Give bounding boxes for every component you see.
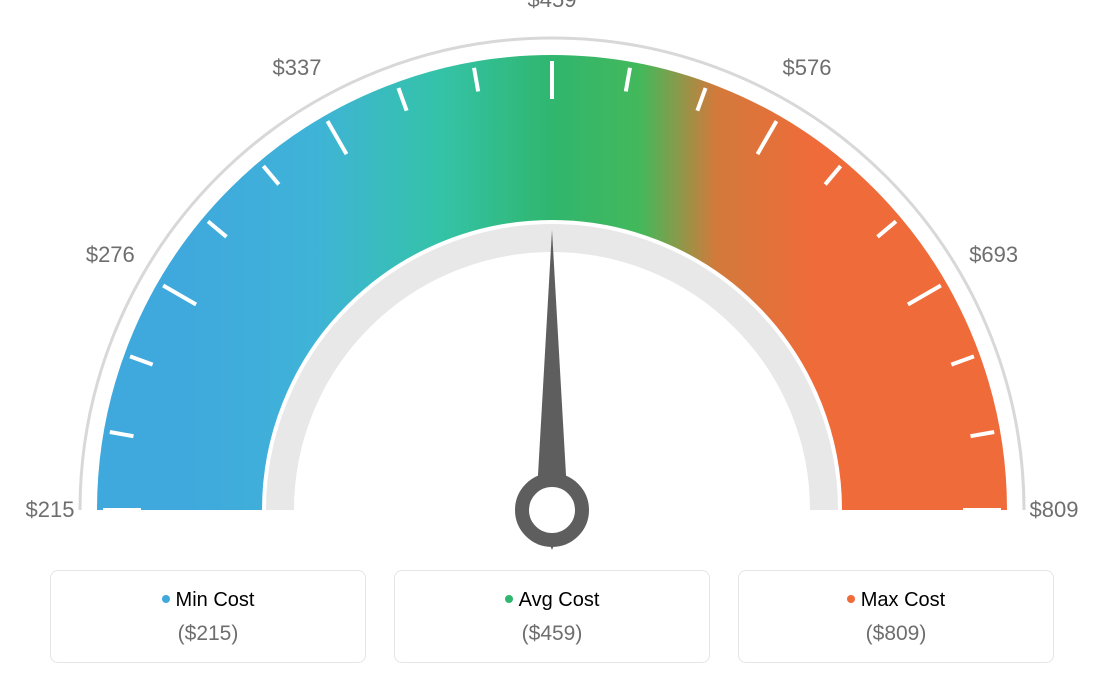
gauge-tick-label: $337 [273, 55, 322, 81]
legend-row: Min Cost ($215) Avg Cost ($459) Max Cost… [0, 570, 1104, 663]
cost-gauge: $215 $276 $337 $459 $576 $693 $809 [0, 0, 1104, 560]
dot-icon [162, 595, 170, 603]
legend-card-min: Min Cost ($215) [50, 570, 366, 663]
gauge-tick-label: $576 [783, 55, 832, 81]
legend-title-max: Max Cost [749, 589, 1043, 612]
dot-icon [505, 595, 513, 603]
legend-title-avg: Avg Cost [405, 589, 699, 612]
legend-value-avg: ($459) [405, 622, 699, 646]
gauge-tick-label: $693 [969, 242, 1018, 268]
legend-label-avg: Avg Cost [519, 589, 600, 611]
legend-card-avg: Avg Cost ($459) [394, 570, 710, 663]
legend-label-min: Min Cost [176, 589, 255, 611]
gauge-tick-label: $809 [1030, 497, 1079, 523]
gauge-tick-label: $276 [86, 242, 135, 268]
dot-icon [847, 595, 855, 603]
legend-title-min: Min Cost [61, 589, 355, 612]
gauge-tick-label: $459 [528, 0, 577, 13]
gauge-svg [0, 0, 1104, 560]
legend-card-max: Max Cost ($809) [738, 570, 1054, 663]
legend-label-max: Max Cost [861, 589, 945, 611]
legend-value-min: ($215) [61, 622, 355, 646]
gauge-tick-label: $215 [26, 497, 75, 523]
legend-value-max: ($809) [749, 622, 1043, 646]
